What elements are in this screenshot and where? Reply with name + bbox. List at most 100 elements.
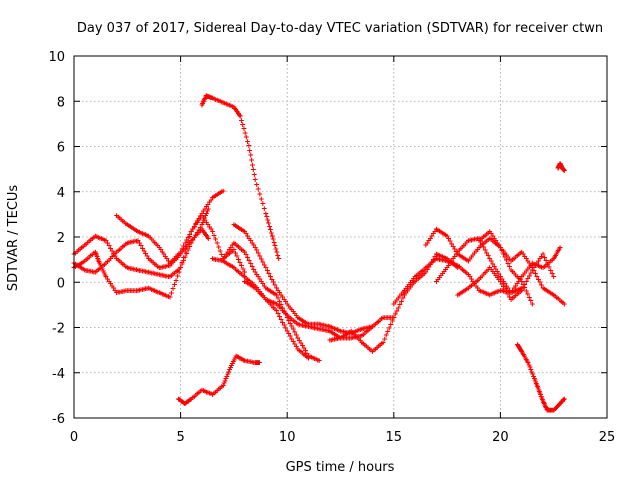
data-point: + [300,349,306,359]
data-point: + [176,265,182,275]
data-point: + [508,289,514,299]
data-point: + [176,249,182,259]
data-point: + [441,230,447,240]
data-point: + [253,268,259,278]
data-point: + [192,233,198,243]
data-point: + [437,255,443,265]
data-point: + [482,231,488,241]
data-point: + [380,338,386,348]
data-point: + [522,269,528,279]
data-point: + [556,295,562,305]
data-point: + [318,321,324,331]
data-point: + [268,300,274,310]
data-point: + [217,384,223,394]
data-point: + [510,294,516,304]
data-point: + [217,97,223,107]
data-point: + [249,282,255,292]
data-point: + [472,249,478,259]
data-point: + [172,280,178,290]
data-point: + [146,284,152,294]
data-point: + [263,264,269,274]
data-point: + [85,267,91,277]
data-point: + [511,284,517,294]
data-point: + [262,205,268,215]
data-point: + [187,396,193,406]
data-point: + [240,271,246,281]
data-point: + [423,264,429,274]
data-point: + [307,353,313,363]
data-point: + [527,259,533,269]
data-point: + [134,237,140,247]
data-point: + [301,322,307,332]
data-point: + [481,239,487,249]
data-point: + [495,239,501,249]
data-point: + [499,245,505,255]
data-point: + [187,233,193,243]
data-point: + [353,327,359,337]
data-point: + [460,253,466,263]
data-point: + [545,260,551,270]
data-point: + [365,344,371,354]
data-point: + [160,271,166,281]
data-point: + [300,342,306,352]
data-point: + [134,227,140,237]
data-point: + [522,284,528,294]
y-tick-label: 2 [57,231,65,246]
data-point: + [260,200,266,210]
data-point: + [371,321,377,331]
data-point: + [441,268,447,278]
data-point: + [262,261,268,271]
data-point: + [199,212,205,222]
data-point: + [484,237,490,247]
data-point: + [417,273,423,283]
data-point: + [254,284,260,294]
data-point: + [237,111,243,121]
data-point: + [219,257,225,267]
data-point: + [253,243,259,253]
data-point: + [184,236,190,246]
data-point: + [222,99,228,109]
data-point: + [507,263,513,273]
data-point: + [135,237,141,247]
data-point: + [443,266,449,276]
data-point: + [221,257,227,267]
data-point: + [301,350,307,360]
data-point: + [482,269,488,279]
data-point: + [131,225,137,235]
data-point: + [243,230,249,240]
data-point: + [443,254,449,264]
data-point: + [527,293,533,303]
data-point: + [438,228,444,238]
data-point: + [490,260,496,270]
data-point: + [367,323,373,333]
data-point: + [108,254,114,264]
data-point: + [231,246,237,256]
data-point: + [428,260,434,270]
data-point: + [211,231,217,241]
data-point: + [204,218,210,228]
data-point: + [549,406,555,416]
data-point: + [228,243,234,253]
data-point: + [186,233,192,243]
data-point: + [117,257,123,267]
data-point: + [484,267,490,277]
data-point: + [511,293,517,303]
data-point: + [546,259,552,269]
data-point: + [458,252,464,262]
data-point: + [487,234,493,244]
data-point: + [94,251,100,261]
data-point: + [504,288,510,298]
data-point: + [167,261,173,271]
data-point: + [519,286,525,296]
data-point: + [257,190,263,200]
data-point: + [247,146,253,156]
data-point: + [181,242,187,252]
data-point: + [359,338,365,348]
data-point: + [298,315,304,325]
data-point: + [98,261,104,271]
data-point: + [382,313,388,323]
data-point: + [205,221,211,231]
data-point: + [294,331,300,341]
data-point: + [172,257,178,267]
data-point: + [208,225,214,235]
